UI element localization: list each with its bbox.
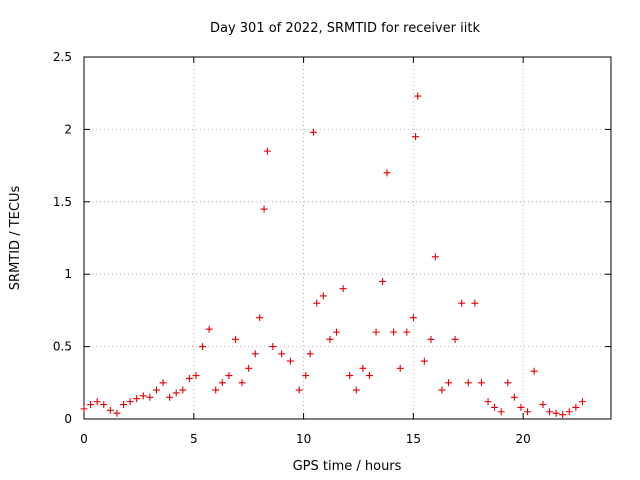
data-point <box>146 393 154 401</box>
data-point <box>185 374 193 382</box>
data-point <box>263 147 271 155</box>
y-axis-label: SRMTID / TECUs <box>8 186 23 291</box>
data-point <box>212 386 220 394</box>
data-point <box>192 372 200 380</box>
data-point <box>319 292 327 300</box>
data-point <box>414 92 422 100</box>
data-point <box>403 328 411 336</box>
data-point <box>539 401 547 409</box>
y-tick-label: 1 <box>64 267 72 281</box>
data-point <box>438 386 446 394</box>
data-point <box>546 408 554 416</box>
data-point <box>159 379 167 387</box>
data-point <box>431 253 439 261</box>
data-point <box>559 411 567 419</box>
data-points <box>80 92 586 419</box>
x-axis-label: GPS time / hours <box>293 459 402 474</box>
data-point <box>471 299 479 307</box>
y-tick-label: 2 <box>64 122 72 136</box>
data-point <box>100 401 108 409</box>
data-point <box>260 205 268 213</box>
data-point <box>333 328 341 336</box>
x-tick-label: 0 <box>80 432 88 446</box>
data-point <box>166 393 174 401</box>
data-point <box>497 408 505 416</box>
data-point <box>484 398 492 406</box>
plot-frame <box>83 56 612 420</box>
y-tick-label: 2.5 <box>53 50 72 64</box>
data-point <box>578 398 586 406</box>
data-point <box>251 350 259 358</box>
y-tick-label: 0.5 <box>53 340 72 354</box>
chart-title: Day 301 of 2022, SRMTID for receiver iit… <box>210 21 480 36</box>
data-point <box>517 403 525 411</box>
data-point <box>524 408 532 416</box>
data-point <box>278 350 286 358</box>
data-point <box>379 277 387 285</box>
tick-layer: 0 5 10 15 20 0 0.5 1 1.5 2 2.5 <box>53 50 611 446</box>
data-point <box>286 357 294 365</box>
grid-layer <box>84 57 611 419</box>
data-point <box>179 386 187 394</box>
data-point <box>352 386 360 394</box>
data-point <box>477 379 485 387</box>
x-tick-label: 10 <box>296 432 311 446</box>
data-point <box>530 367 538 375</box>
x-tick-label: 20 <box>516 432 531 446</box>
y-tick-label: 0 <box>64 412 72 426</box>
data-point <box>172 389 180 397</box>
data-point <box>409 314 417 322</box>
data-point <box>232 335 240 343</box>
data-point <box>120 401 128 409</box>
data-point <box>93 398 101 406</box>
data-point <box>458 299 466 307</box>
data-point <box>326 335 334 343</box>
data-point <box>412 133 420 141</box>
data-point <box>245 364 253 372</box>
data-point <box>302 372 310 380</box>
data-point <box>87 401 95 409</box>
data-point <box>445 379 453 387</box>
data-point <box>306 350 314 358</box>
data-point <box>396 364 404 372</box>
data-point <box>565 408 573 416</box>
data-point <box>420 357 428 365</box>
data-point <box>390 328 398 336</box>
data-point <box>383 169 391 177</box>
data-point <box>372 328 380 336</box>
data-point <box>427 335 435 343</box>
data-point <box>80 405 88 413</box>
data-point <box>113 409 121 417</box>
data-point <box>126 398 134 406</box>
data-point <box>464 379 472 387</box>
data-point <box>365 372 373 380</box>
data-point <box>309 128 317 136</box>
data-point <box>313 299 321 307</box>
y-tick-label: 1.5 <box>53 195 72 209</box>
data-point <box>510 393 518 401</box>
data-point <box>269 343 277 351</box>
data-point <box>205 325 213 333</box>
data-point <box>572 403 580 411</box>
data-point <box>218 379 226 387</box>
data-point <box>238 379 246 387</box>
data-point <box>504 379 512 387</box>
data-point <box>295 386 303 394</box>
data-point <box>139 392 147 400</box>
data-point <box>199 343 207 351</box>
data-point <box>451 335 459 343</box>
data-point <box>133 395 141 403</box>
data-point <box>491 403 499 411</box>
data-point <box>552 409 560 417</box>
data-point <box>152 386 160 394</box>
data-point <box>256 314 264 322</box>
data-point <box>359 364 367 372</box>
x-tick-label: 15 <box>406 432 421 446</box>
data-point <box>106 406 114 414</box>
data-point <box>225 372 233 380</box>
data-point <box>346 372 354 380</box>
x-tick-label: 5 <box>190 432 198 446</box>
data-point <box>339 285 347 293</box>
